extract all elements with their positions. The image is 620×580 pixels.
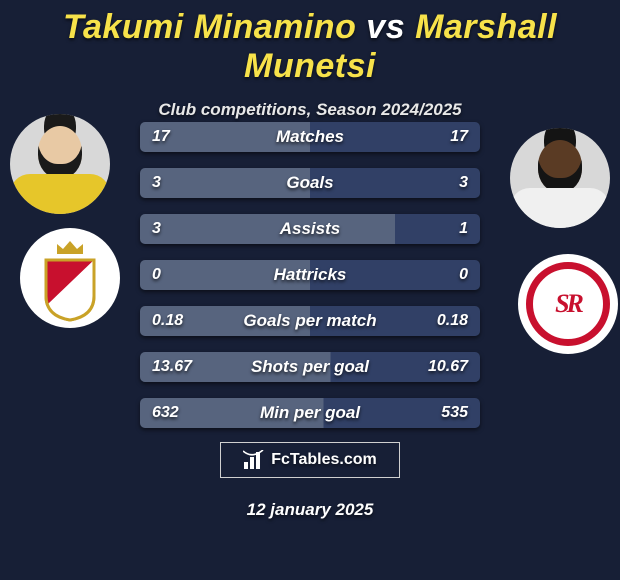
club-right-logo: SR bbox=[518, 254, 618, 354]
brand-box: FcTables.com bbox=[220, 442, 400, 478]
monaco-shield-icon bbox=[42, 258, 98, 322]
subtitle: Club competitions, Season 2024/2025 bbox=[0, 100, 620, 120]
player-left-face bbox=[38, 126, 82, 178]
reims-monogram: SR bbox=[555, 289, 581, 319]
stat-value-left: 0 bbox=[140, 266, 202, 284]
stat-label: Goals per match bbox=[202, 311, 418, 331]
monaco-crown-icon bbox=[55, 240, 85, 254]
stats-container: 17Matches173Goals33Assists10Hattricks00.… bbox=[140, 122, 480, 444]
stat-label: Goals bbox=[202, 173, 418, 193]
stat-value-right: 0.18 bbox=[418, 312, 480, 330]
stat-value-right: 17 bbox=[418, 128, 480, 146]
stat-value-right: 10.67 bbox=[418, 358, 480, 376]
player-right-face bbox=[538, 140, 582, 192]
stat-row: 3Assists1 bbox=[140, 214, 480, 244]
stat-row: 0Hattricks0 bbox=[140, 260, 480, 290]
date-text: 12 january 2025 bbox=[0, 500, 620, 520]
bar-chart-icon bbox=[243, 450, 265, 470]
stat-value-left: 17 bbox=[140, 128, 202, 146]
stat-value-left: 3 bbox=[140, 174, 202, 192]
comparison-title: Takumi Minamino vs Marshall Munetsi bbox=[0, 0, 620, 86]
stat-label: Hattricks bbox=[202, 265, 418, 285]
stat-row: 0.18Goals per match0.18 bbox=[140, 306, 480, 336]
stat-value-left: 0.18 bbox=[140, 312, 202, 330]
stat-label: Min per goal bbox=[202, 403, 418, 423]
stat-value-left: 13.67 bbox=[140, 358, 202, 376]
vs-separator: vs bbox=[366, 8, 405, 46]
player-left-photo bbox=[10, 114, 110, 214]
stat-value-right: 3 bbox=[418, 174, 480, 192]
stat-row: 17Matches17 bbox=[140, 122, 480, 152]
stat-row: 13.67Shots per goal10.67 bbox=[140, 352, 480, 382]
brand-text: FcTables.com bbox=[271, 451, 377, 469]
stat-label: Shots per goal bbox=[202, 357, 418, 377]
club-left-logo bbox=[20, 228, 120, 328]
stat-label: Assists bbox=[202, 219, 418, 239]
player-right-photo bbox=[510, 128, 610, 228]
stat-label: Matches bbox=[202, 127, 418, 147]
player-right-torso bbox=[510, 188, 610, 228]
stat-row: 3Goals3 bbox=[140, 168, 480, 198]
stat-value-right: 0 bbox=[418, 266, 480, 284]
stat-row: 632Min per goal535 bbox=[140, 398, 480, 428]
player-left-name: Takumi Minamino bbox=[63, 8, 356, 46]
stat-value-right: 535 bbox=[418, 404, 480, 422]
stat-value-left: 3 bbox=[140, 220, 202, 238]
stat-value-right: 1 bbox=[418, 220, 480, 238]
player-left-torso bbox=[10, 174, 110, 214]
stat-value-left: 632 bbox=[140, 404, 202, 422]
reims-ring-icon: SR bbox=[526, 262, 610, 346]
